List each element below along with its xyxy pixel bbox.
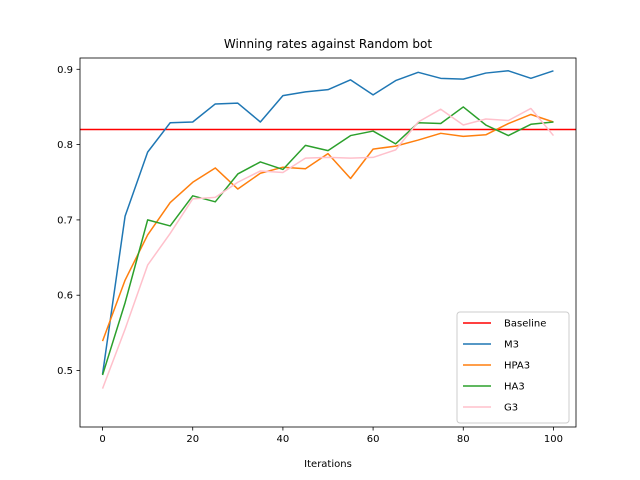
y-tick-label: 0.8 <box>57 140 73 151</box>
legend-label-g3: G3 <box>504 403 518 414</box>
legend-label-m3: M3 <box>504 340 519 351</box>
legend-label-baseline: Baseline <box>504 319 546 330</box>
legend-label-hpa3: HPA3 <box>504 361 530 372</box>
x-tick-label: 80 <box>457 434 470 445</box>
series-line-m3 <box>101 70 554 375</box>
x-tick-label: 20 <box>186 434 199 445</box>
x-tick-label: 60 <box>367 434 380 445</box>
x-axis-label: Iterations <box>304 459 352 470</box>
axes-frame <box>79 57 577 428</box>
x-tick-label: 40 <box>277 434 290 445</box>
series-line-ha3 <box>101 106 554 376</box>
y-tick-label: 0.6 <box>57 291 73 302</box>
x-tick-label: 100 <box>544 434 563 445</box>
y-tick-label: 0.7 <box>57 215 73 226</box>
series-line-hpa3 <box>101 113 554 342</box>
legend-label-ha3: HA3 <box>504 382 525 393</box>
x-tick-label: 0 <box>99 434 105 445</box>
legend: Baseline M3 HPA3 HA3 G3 <box>456 311 570 424</box>
plot-area: 0 20 40 60 80 100 0.5 0.6 0.7 0.8 0.9 <box>57 57 577 445</box>
chart-title: Winning rates against Random bot <box>224 37 432 51</box>
series-line-g3 <box>101 107 555 389</box>
y-tick-label: 0.5 <box>57 366 73 377</box>
legend-box <box>456 311 570 424</box>
y-tick-label: 0.9 <box>57 65 73 76</box>
